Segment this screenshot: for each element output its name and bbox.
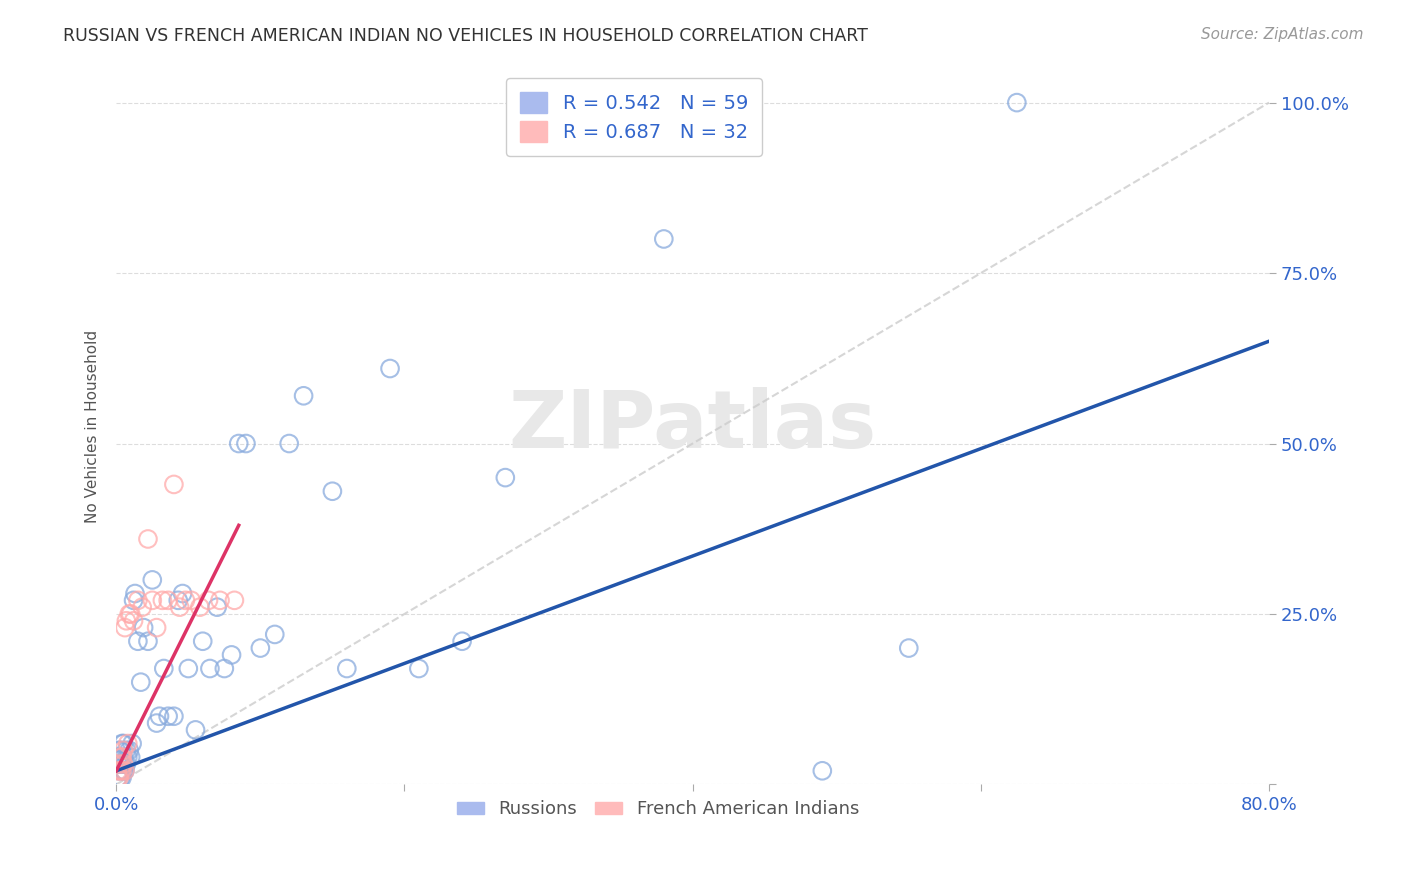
Point [111, 756, 134, 771]
Point [118, 743, 141, 757]
Point [107, 756, 129, 771]
Point [191, 634, 214, 648]
Point [141, 573, 163, 587]
Point [145, 621, 167, 635]
Point [652, 232, 675, 246]
Point [114, 764, 136, 778]
Point [1005, 95, 1028, 110]
Point [110, 764, 132, 778]
Point [115, 614, 138, 628]
Point [897, 641, 920, 656]
Point [249, 641, 271, 656]
Point [112, 756, 135, 771]
Point [114, 756, 136, 771]
Point [172, 586, 194, 600]
Point [129, 675, 152, 690]
Point [235, 436, 257, 450]
Point [107, 764, 129, 778]
Point [494, 470, 516, 484]
Point [117, 750, 139, 764]
Point [321, 484, 343, 499]
Point [136, 634, 159, 648]
Point [115, 756, 138, 771]
Point [107, 771, 129, 785]
Point [115, 743, 138, 757]
Point [221, 648, 243, 662]
Point [180, 593, 202, 607]
Point [124, 586, 146, 600]
Point [108, 750, 131, 764]
Point [131, 600, 153, 615]
Point [141, 593, 163, 607]
Point [111, 737, 134, 751]
Point [107, 771, 129, 785]
Point [127, 593, 149, 607]
Point [198, 661, 221, 675]
Point [132, 621, 155, 635]
Point [811, 764, 834, 778]
Point [120, 750, 142, 764]
Y-axis label: No Vehicles in Household: No Vehicles in Household [86, 330, 100, 523]
Point [110, 756, 132, 771]
Point [408, 661, 430, 675]
Point [108, 756, 131, 771]
Point [110, 743, 132, 757]
Text: Source: ZipAtlas.com: Source: ZipAtlas.com [1201, 27, 1364, 42]
Point [127, 634, 149, 648]
Point [214, 661, 236, 675]
Point [111, 771, 134, 785]
Point [111, 764, 134, 778]
Point [174, 593, 197, 607]
Point [114, 764, 136, 778]
Point [228, 436, 250, 450]
Point [263, 627, 285, 641]
Point [292, 389, 315, 403]
Point [157, 709, 180, 723]
Point [111, 750, 134, 764]
Point [336, 661, 359, 675]
Point [163, 477, 186, 491]
Point [451, 634, 474, 648]
Point [108, 764, 131, 778]
Point [110, 771, 132, 785]
Point [108, 743, 131, 757]
Point [169, 600, 191, 615]
Point [167, 593, 190, 607]
Point [378, 361, 401, 376]
Point [163, 709, 186, 723]
Point [145, 716, 167, 731]
Point [122, 593, 145, 607]
Point [121, 737, 143, 751]
Point [122, 614, 145, 628]
Text: ZIPatlas: ZIPatlas [509, 387, 877, 466]
Point [108, 771, 131, 785]
Point [114, 621, 136, 635]
Point [188, 600, 211, 615]
Point [148, 709, 170, 723]
Point [208, 593, 231, 607]
Point [177, 661, 200, 675]
Point [224, 593, 246, 607]
Point [153, 661, 176, 675]
Point [184, 723, 207, 737]
Point [110, 750, 132, 764]
Point [120, 607, 142, 621]
Point [118, 607, 141, 621]
Point [157, 593, 180, 607]
Text: RUSSIAN VS FRENCH AMERICAN INDIAN NO VEHICLES IN HOUSEHOLD CORRELATION CHART: RUSSIAN VS FRENCH AMERICAN INDIAN NO VEH… [63, 27, 868, 45]
Point [112, 764, 135, 778]
Point [278, 436, 301, 450]
Point [150, 593, 173, 607]
Point [205, 600, 228, 615]
Legend: Russions, French American Indians: Russions, French American Indians [450, 793, 866, 825]
Point [117, 737, 139, 751]
Point [136, 532, 159, 546]
Point [112, 750, 135, 764]
Point [112, 737, 135, 751]
Point [112, 743, 135, 757]
Point [197, 593, 219, 607]
